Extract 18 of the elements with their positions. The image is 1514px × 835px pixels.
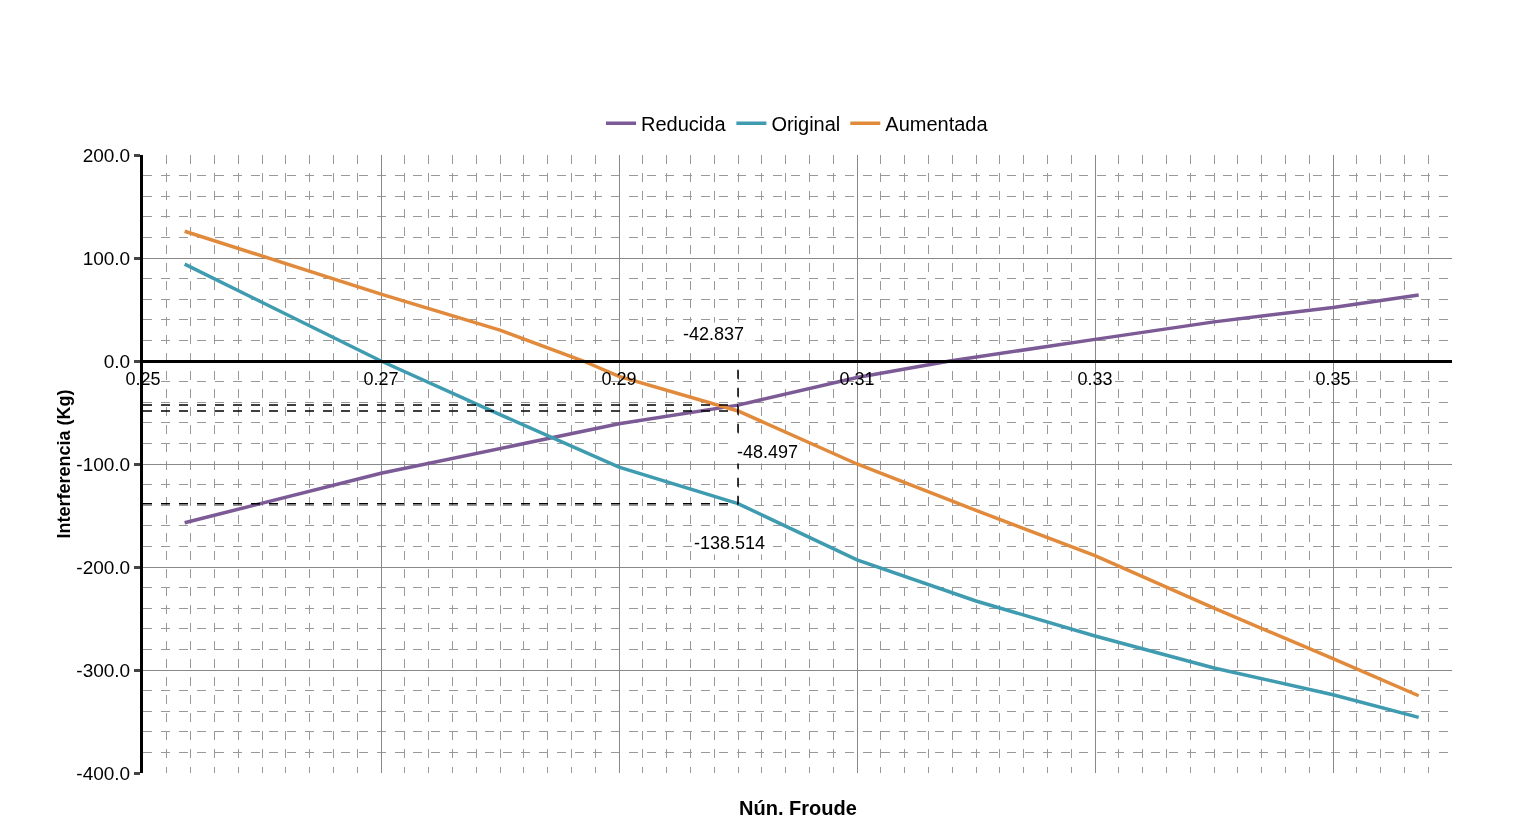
x-tick-label: 0.33 bbox=[1077, 368, 1113, 389]
x-tick-label: 0.27 bbox=[363, 368, 399, 389]
annotation: -138.514 bbox=[694, 533, 766, 553]
y-tick-label: 0.0 bbox=[103, 350, 131, 372]
y-tick-label: -200.0 bbox=[76, 556, 131, 578]
y-axis-title: Interferencia (Kg) bbox=[54, 389, 75, 539]
y-tick-label: 200.0 bbox=[82, 144, 131, 166]
y-tick-label: -300.0 bbox=[76, 659, 131, 681]
legend-label: Original bbox=[771, 112, 841, 135]
legend-label: Reducida bbox=[641, 112, 727, 135]
y-tick-label: 100.0 bbox=[82, 247, 131, 269]
x-axis-title: Nún. Froude bbox=[739, 797, 857, 819]
annotation: -42.837 bbox=[683, 324, 745, 344]
y-tick-label: -100.0 bbox=[76, 453, 131, 475]
annotation: -48.497 bbox=[737, 442, 799, 462]
y-tick-label: -400.0 bbox=[76, 762, 131, 784]
x-tick-label: 0.35 bbox=[1315, 368, 1351, 389]
legend-label: Aumentada bbox=[885, 112, 989, 135]
